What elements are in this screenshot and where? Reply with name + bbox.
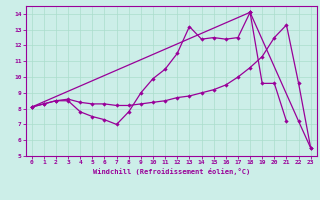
X-axis label: Windchill (Refroidissement éolien,°C): Windchill (Refroidissement éolien,°C) (92, 168, 250, 175)
